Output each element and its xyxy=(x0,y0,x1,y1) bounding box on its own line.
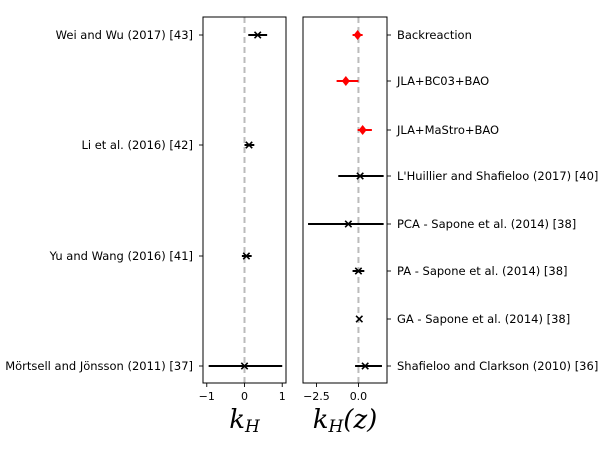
data-point-x xyxy=(242,252,251,260)
row-label: Yu and Wang (2016) [41] xyxy=(49,249,193,263)
right-panel-kHz: Backreaction JLA+BC03+BAO JLA+MaStro+BAO L'… xyxy=(302,16,598,437)
x-tick-label: 0.0 xyxy=(350,390,368,403)
data-point-x xyxy=(356,172,364,180)
row-label: Li et al. (2016) [42] xyxy=(81,138,193,152)
data-point-x xyxy=(355,315,364,323)
row-label: Wei and Wu (2017) [43] xyxy=(56,28,193,42)
row-label: Backreaction xyxy=(397,28,472,42)
row-label: L'Huillier and Shafieloo (2017) [40] xyxy=(397,169,598,183)
row-label: GA - Sapone et al. (2014) [38] xyxy=(397,312,570,326)
x-tick-label: 0 xyxy=(241,390,248,403)
x-tick-label: −1 xyxy=(199,390,215,403)
x-axis-label: kH(z) xyxy=(313,405,378,437)
data-point-diamond xyxy=(341,76,350,86)
row-label: Shafieloo and Clarkson (2010) [36] xyxy=(397,359,598,373)
left-panel-kH: Wei and Wu (2017) [43] Li et al. (2016) [… xyxy=(5,16,287,437)
panel-frame xyxy=(302,16,388,384)
data-point-x xyxy=(240,362,249,370)
x-tick-label: 1 xyxy=(279,390,286,403)
data-point-x xyxy=(344,220,353,228)
data-point-diamond xyxy=(353,30,362,40)
data-point-x xyxy=(253,31,262,39)
row-label: PCA - Sapone et al. (2014) [38] xyxy=(397,217,576,231)
panel-frame xyxy=(202,16,287,384)
data-point-x xyxy=(245,141,253,149)
row-label: JLA+MaStro+BAO xyxy=(396,123,499,137)
data-point-diamond xyxy=(358,125,367,135)
data-point-x xyxy=(361,362,369,370)
row-label: JLA+BC03+BAO xyxy=(396,74,489,88)
x-axis-label: kH xyxy=(229,405,261,437)
row-label: PA - Sapone et al. (2014) [38] xyxy=(397,264,568,278)
row-label: Mörtsell and Jönsson (2011) [37] xyxy=(5,359,193,373)
x-tick-label: −2.5 xyxy=(303,390,330,403)
data-point-x xyxy=(354,267,363,275)
